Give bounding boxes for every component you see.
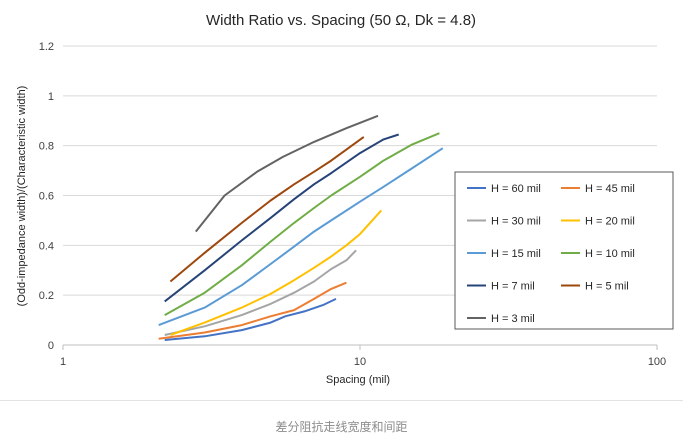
legend-label: H = 60 mil [491, 183, 541, 195]
chart-figure: 0 0.2 0.4 0.6 0.8 1 1.2 1 10 100 H = 60 mil H = 45… [0, 12, 683, 401]
series-line [164, 133, 400, 303]
legend-label: H = 3 mil [491, 313, 535, 325]
y-tick-label: 0.6 [39, 191, 54, 203]
legend-label: H = 10 mil [585, 248, 635, 260]
series-line [169, 136, 365, 283]
series-line [195, 114, 379, 233]
legend-label: H = 30 mil [491, 216, 541, 228]
legend-label: H = 15 mil [491, 248, 541, 260]
y-tick-label: 0.8 [39, 141, 54, 153]
chart-svg: 0 0.2 0.4 0.6 0.8 1 1.2 1 10 100 H = 60 mil H = 45… [16, 12, 674, 386]
legend-label: H = 7 mil [491, 281, 535, 293]
series-line [158, 147, 444, 327]
legend-label: H = 5 mil [585, 281, 629, 293]
series-line [170, 209, 383, 336]
y-tick-label: 0.4 [39, 240, 54, 252]
x-tick-label: 10 [354, 356, 366, 368]
chart-caption: 差分阻抗走线宽度和间距 [275, 420, 408, 434]
legend-box [454, 171, 674, 330]
y-tick-label: 1 [48, 91, 54, 103]
x-tick-label: 1 [60, 356, 66, 368]
series-line [164, 249, 357, 336]
series-line [164, 297, 337, 341]
x-axis-title: Spacing (mil) [326, 374, 390, 386]
legend-label: H = 45 mil [585, 183, 635, 195]
series-line [158, 281, 347, 340]
y-axis-title: (Odd-impedance width)/(Characteristic wi… [16, 86, 28, 307]
chart-title: Width Ratio vs. Spacing (50 Ω, Dk = 4.8) [206, 12, 476, 29]
legend-label: H = 20 mil [585, 216, 635, 228]
x-tick-label: 100 [648, 356, 666, 368]
y-tick-label: 0.2 [39, 290, 54, 302]
series-layer [158, 114, 444, 341]
series-line [164, 132, 440, 316]
y-tick-label: 0 [48, 340, 54, 352]
legend: H = 60 mil H = 45 mil H = 30 mil H = 20 mil… [454, 171, 674, 330]
axis-layer: 0 0.2 0.4 0.6 0.8 1 1.2 1 10 100 [39, 41, 666, 368]
y-tick-label: 1.2 [39, 41, 54, 53]
